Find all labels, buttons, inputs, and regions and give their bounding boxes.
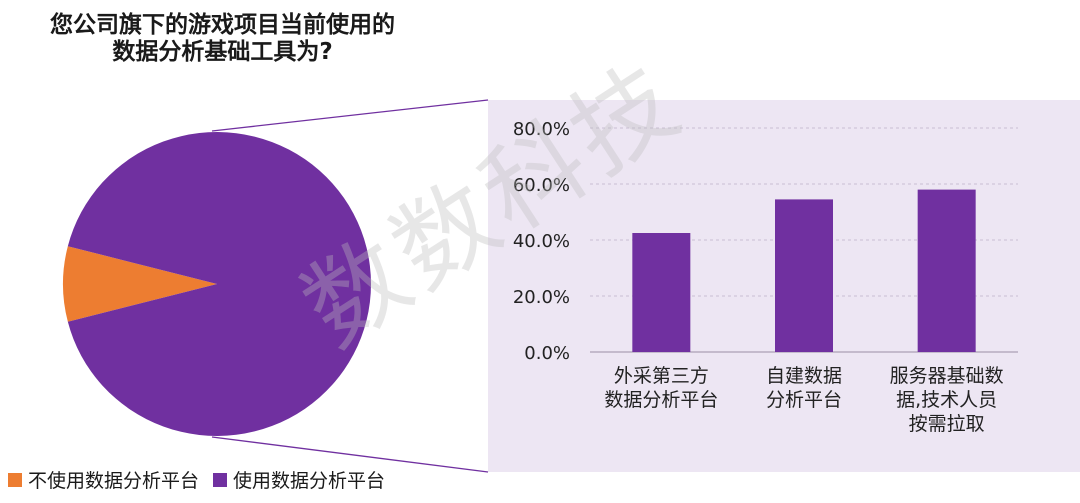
chart-title-line-1: 您公司旗下的游戏项目当前使用的 — [50, 12, 395, 38]
y-tick-label: 80.0% — [513, 119, 570, 140]
legend-item-using: 使用数据分析平台 — [213, 466, 385, 493]
legend: 不使用数据分析平台 使用数据分析平台 — [8, 466, 399, 493]
y-tick-label: 40.0% — [513, 231, 570, 252]
chart-title-line-2: 数据分析基础工具为? — [112, 39, 333, 65]
bar-3 — [917, 189, 976, 352]
y-tick-label: 0.0% — [524, 343, 570, 364]
legend-swatch-purple — [213, 472, 228, 487]
x-tick-label: 自建数据分析平台 — [766, 365, 842, 411]
bar-2 — [775, 199, 833, 352]
bar-1 — [632, 233, 691, 352]
y-tick-label: 20.0% — [513, 287, 570, 308]
pie-connector-top — [211, 99, 489, 132]
legend-swatch-orange — [8, 472, 22, 487]
legend-label-using: 使用数据分析平台 — [233, 470, 386, 492]
legend-item-not-using: 不使用数据分析平台 — [8, 466, 199, 493]
pie-slice-not-using — [63, 246, 218, 322]
legend-label-not-using: 不使用数据分析平台 — [28, 470, 200, 492]
x-tick-label: 外采第三方数据分析平台 — [604, 365, 718, 411]
pie-slice-using — [67, 132, 372, 436]
x-tick-label: 服务器基础数据,技术人员按需拉取 — [890, 365, 1004, 435]
chart-title: 您公司旗下的游戏项目当前使用的 数据分析基础工具为? — [0, 12, 445, 66]
pie-connector-bottom — [211, 436, 489, 473]
y-tick-label: 60.0% — [513, 175, 570, 196]
